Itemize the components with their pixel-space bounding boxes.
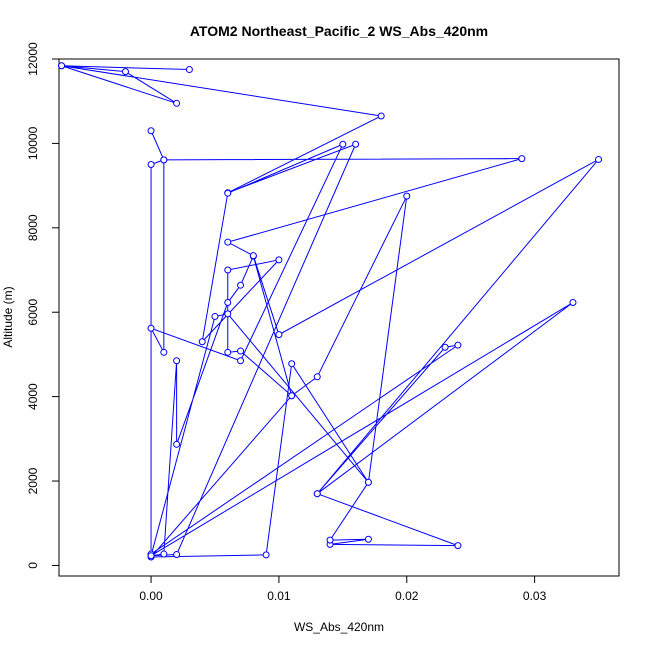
x-tick-label: 0.03 [523, 589, 547, 603]
data-point [288, 360, 296, 368]
x-axis: 0.00 0.01 0.02 0.03 [139, 575, 547, 603]
x-tick-label: 0.02 [395, 589, 419, 603]
data-point [237, 347, 245, 355]
data-point [403, 192, 411, 200]
data-point [288, 392, 296, 400]
y-tick-label: 6000 [26, 299, 40, 326]
data-point [313, 490, 321, 498]
data-point [160, 550, 168, 558]
data-point [595, 155, 603, 163]
y-tick-label: 4000 [26, 383, 40, 410]
data-point [147, 161, 155, 169]
data-point [377, 112, 385, 120]
data-point [237, 357, 245, 365]
data-point [454, 341, 462, 349]
data-point [339, 140, 347, 148]
data-point [147, 552, 155, 560]
data-point [237, 281, 245, 289]
data-point [249, 252, 257, 260]
data-point [326, 536, 334, 544]
y-tick-label: 8000 [26, 214, 40, 241]
data-point [147, 324, 155, 332]
data-point [160, 348, 168, 356]
data-point [518, 155, 526, 163]
data-point [185, 66, 193, 74]
data-point [569, 299, 577, 307]
data-point [224, 310, 232, 318]
data-point [173, 357, 181, 365]
data-point [224, 299, 232, 307]
data-point [224, 266, 232, 274]
data-point [262, 551, 270, 559]
data-point [121, 68, 129, 76]
data-point [313, 373, 321, 381]
y-tick-label: 0 [26, 562, 40, 569]
series-line [61, 65, 599, 558]
x-tick-label: 0.00 [139, 589, 163, 603]
y-tick-label: 2000 [26, 467, 40, 494]
data-point [173, 550, 181, 558]
data-point [275, 256, 283, 264]
x-tick-label: 0.01 [267, 589, 291, 603]
data-point [352, 140, 360, 148]
data-point [147, 127, 155, 135]
y-axis: 0 2000 4000 6000 8000 10000 12000 [26, 42, 60, 569]
data-point [211, 312, 219, 320]
data-series [58, 62, 603, 561]
data-point [160, 156, 168, 164]
data-point [224, 189, 232, 197]
data-point [441, 343, 449, 351]
y-axis-label: Altitude (m) [1, 286, 15, 347]
data-point [198, 338, 206, 346]
data-point [364, 478, 372, 486]
y-tick-label: 10000 [26, 126, 40, 160]
x-axis-label: WS_Abs_420nm [294, 620, 384, 634]
data-point [173, 440, 181, 448]
y-tick-label: 12000 [26, 42, 40, 76]
data-point [275, 331, 283, 339]
data-point [224, 238, 232, 246]
data-point [364, 535, 372, 543]
chart-title: ATOM2 Northeast_Pacific_2 WS_Abs_420nm [190, 23, 488, 39]
data-point [58, 62, 66, 70]
data-point [224, 348, 232, 356]
data-point [454, 542, 462, 550]
data-point [173, 99, 181, 107]
